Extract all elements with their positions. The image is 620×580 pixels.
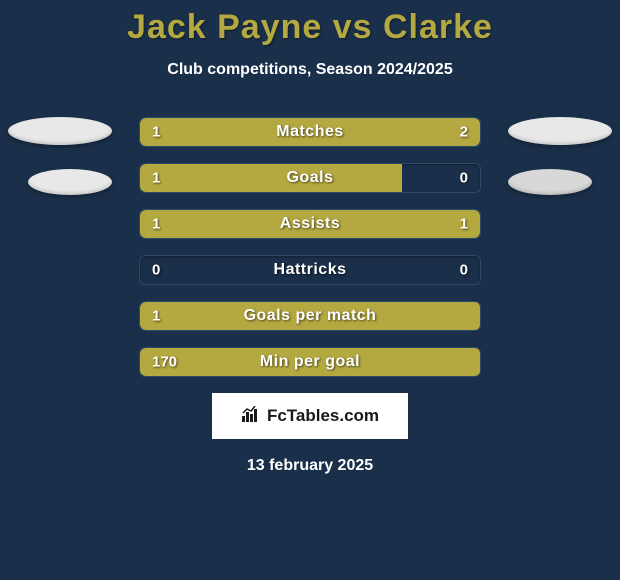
stat-value-left: 1 <box>152 216 160 233</box>
stat-value-right: 0 <box>460 262 468 279</box>
stat-row: Matches 1 2 <box>139 117 481 147</box>
stat-label: Matches <box>276 123 344 141</box>
stat-row: Hattricks 0 0 <box>139 255 481 285</box>
bar-left-fill <box>140 164 402 192</box>
player1-oval-2 <box>28 169 112 195</box>
stat-row: Goals per match 1 <box>139 301 481 331</box>
stat-label: Assists <box>280 215 340 233</box>
stat-label: Hattricks <box>274 261 347 279</box>
stat-label: Goals <box>287 169 334 187</box>
stat-value-left: 1 <box>152 124 160 141</box>
date: 13 february 2025 <box>0 457 620 475</box>
stat-value-left: 1 <box>152 170 160 187</box>
stat-value-left: 1 <box>152 308 160 325</box>
watermark-text: FcTables.com <box>267 406 379 426</box>
stat-row: Min per goal 170 <box>139 347 481 377</box>
stat-value-right: 1 <box>460 216 468 233</box>
comparison-chart: Matches12Goals10Assists11Hattricks00Goal… <box>0 117 620 475</box>
stat-bars: Matches12Goals10Assists11Hattricks00Goal… <box>139 117 481 377</box>
player2-oval-2 <box>508 169 592 195</box>
stat-value-right: 0 <box>460 170 468 187</box>
chart-icon <box>241 406 261 427</box>
stat-value-right: 2 <box>460 124 468 141</box>
stat-row: Assists 1 1 <box>139 209 481 239</box>
watermark: FcTables.com <box>212 393 408 439</box>
page-title: Jack Payne vs Clarke <box>0 8 620 47</box>
stat-value-left: 170 <box>152 354 177 371</box>
subtitle: Club competitions, Season 2024/2025 <box>0 61 620 79</box>
stat-row: Goals 1 0 <box>139 163 481 193</box>
stat-label: Min per goal <box>260 353 360 371</box>
player1-oval-1 <box>8 117 112 145</box>
player2-oval-1 <box>508 117 612 145</box>
stat-label: Goals per match <box>244 307 377 325</box>
stat-value-left: 0 <box>152 262 160 279</box>
